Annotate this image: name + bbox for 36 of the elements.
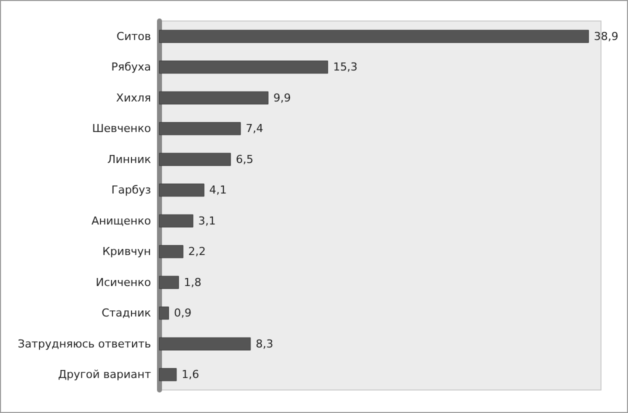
y-tick-label: Затрудняюсь ответить <box>18 337 151 350</box>
data-label: 3,1 <box>198 214 216 228</box>
bar <box>159 306 169 320</box>
data-label: 4,1 <box>209 184 227 197</box>
y-tick-label: Хихля <box>116 91 151 104</box>
data-label: 7,4 <box>246 122 264 136</box>
data-label: 6,5 <box>236 152 254 166</box>
data-label: 38,9 <box>594 30 618 43</box>
y-tick-label: Рябуха <box>111 60 151 74</box>
bar <box>159 152 231 166</box>
bar <box>159 184 204 197</box>
bar <box>159 30 589 43</box>
y-tick-label: Кривчун <box>102 245 151 258</box>
y-tick-label: Линник <box>107 152 152 166</box>
bar <box>159 60 328 74</box>
data-label: 15,3 <box>333 60 358 74</box>
data-label: 2,2 <box>188 245 206 258</box>
bar <box>159 245 184 258</box>
data-label: 1,8 <box>184 276 202 289</box>
bar <box>159 91 268 104</box>
y-tick-label: Шевченко <box>92 122 152 136</box>
y-tick-label: Гарбуз <box>111 184 152 197</box>
y-tick-label: Исиченко <box>96 276 152 289</box>
y-tick-label: Ситов <box>116 30 151 43</box>
bar <box>159 122 241 136</box>
bar <box>159 214 194 228</box>
data-label: 0,9 <box>174 306 192 320</box>
bar <box>159 276 179 289</box>
bar <box>159 337 251 350</box>
y-tick-label: Анищенко <box>91 214 152 228</box>
bar <box>159 368 177 382</box>
y-tick-label: Другой вариант <box>58 368 152 382</box>
data-label: 8,3 <box>256 337 274 350</box>
y-tick-label: Стадник <box>102 306 152 320</box>
data-label: 9,9 <box>273 91 291 104</box>
data-label: 1,6 <box>182 368 200 382</box>
